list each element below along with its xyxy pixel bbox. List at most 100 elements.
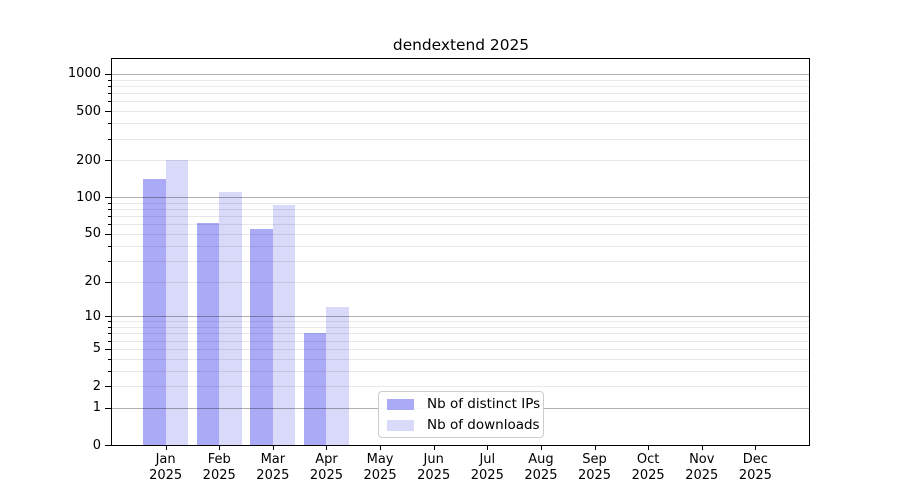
y-axis-tick-label: 500 [76,103,101,119]
y-axis-tick [105,160,111,162]
y-axis-tick-label: 2 [92,378,101,394]
bar-downloads-feb [219,191,242,445]
chart-title: dendextend 2025 [392,36,530,54]
y-axis-minor-tick [108,340,111,342]
y-axis-tick [105,233,111,235]
x-axis-tick-label: Feb 2025 [187,452,251,483]
y-axis-tick [105,197,111,199]
x-axis-tick-label: Aug 2025 [509,452,573,483]
legend-label: Nb of distinct IPs [427,396,541,412]
y-axis-minor-tick [108,101,111,103]
y-axis-tick-label: 200 [76,152,101,168]
y-axis-minor-tick [108,85,111,87]
legend-swatch-icon [387,419,414,431]
x-tick-year: 2025 [577,467,612,483]
y-axis-minor-tick [108,209,111,211]
x-tick-month: Apr [315,452,338,467]
x-axis-tick-label: Dec 2025 [723,452,787,483]
x-tick-month: Jul [479,452,496,467]
bar-distinct-ips-feb [196,222,220,445]
x-axis-tick-label: Jul 2025 [455,452,519,483]
y-axis-tick [105,348,111,350]
y-axis-minor-tick [108,93,111,95]
x-tick-month: Jan [155,452,176,467]
x-axis-tick-label: May 2025 [348,452,412,483]
y-axis-minor-tick [108,333,111,335]
x-axis-tick [701,446,703,450]
x-axis-tick-label: Nov 2025 [670,452,734,483]
y-axis-minor-tick [108,245,111,247]
x-axis-tick [594,446,596,450]
bar-distinct-ips-jan [143,179,166,445]
x-tick-month: Dec [742,452,768,467]
x-tick-year: 2025 [256,467,290,483]
x-tick-year: 2025 [149,467,183,483]
bar-distinct-ips-mar [250,228,273,445]
x-tick-month: Oct [636,452,660,467]
x-axis-tick [540,446,542,450]
x-tick-month: Mar [260,452,286,467]
x-axis-tick-label: Apr 2025 [294,452,358,483]
y-axis-tick [105,281,111,283]
bar-downloads-jan [165,160,188,445]
x-axis-tick [326,446,328,450]
y-axis-tick-label: 0 [92,437,101,453]
x-axis-tick [219,446,221,450]
x-tick-year: 2025 [524,467,558,483]
y-axis-tick [105,111,111,113]
y-axis-minor-tick [108,138,111,140]
y-axis-minor-tick [108,327,111,328]
y-axis-minor-tick [108,79,111,81]
x-axis-tick-label: Jan 2025 [134,452,198,483]
x-tick-year: 2025 [738,467,772,483]
y-axis-tick [105,316,111,318]
x-axis-tick [433,446,435,450]
x-axis-tick-label: Sep 2025 [563,452,627,483]
x-tick-year: 2025 [417,467,451,483]
x-tick-month: Aug [528,452,554,467]
y-axis-tick-label: 10 [84,308,101,324]
bar-distinct-ips-apr [304,333,327,445]
legend-entry: Nb of downloads [387,417,543,433]
y-axis-tick [105,73,111,75]
y-axis-minor-tick [108,224,111,226]
y-axis-tick-label: 1000 [67,66,101,82]
legend-swatch-icon [387,398,414,410]
y-axis-tick-label: 100 [76,189,101,205]
x-tick-year: 2025 [631,467,665,483]
x-axis-tick [380,446,382,450]
y-axis-tick-label: 5 [92,341,101,357]
x-tick-year: 2025 [470,467,504,483]
legend-entry: Nb of distinct IPs [387,396,543,412]
y-axis-minor-tick [108,260,111,262]
y-axis-minor-tick [108,123,111,125]
y-axis-tick [105,386,111,387]
x-tick-year: 2025 [309,467,343,483]
x-tick-month: Feb [207,452,231,467]
x-tick-month: Nov [689,452,715,467]
x-axis-tick [165,446,167,450]
y-axis-tick-label: 1 [92,400,101,416]
y-axis-minor-tick [108,202,111,204]
y-axis-minor-tick [108,358,111,360]
y-axis-tick-label: 50 [84,226,101,242]
x-tick-month: Sep [582,452,607,467]
x-tick-month: May [366,452,394,467]
x-axis-tick [755,446,757,450]
x-tick-year: 2025 [363,467,397,483]
x-axis-tick [272,446,274,450]
x-axis-tick-label: Jun 2025 [402,452,466,483]
legend-label: Nb of downloads [427,417,540,433]
y-axis-tick [105,407,111,409]
y-axis-minor-tick [108,321,111,323]
legend: Nb of distinct IPs Nb of downloads [378,391,544,438]
y-axis-tick-label: 20 [84,274,101,289]
x-axis-tick-label: Oct 2025 [616,452,680,483]
x-axis-tick-label: Mar 2025 [241,452,305,483]
x-axis-tick [487,446,489,450]
x-tick-year: 2025 [685,467,719,483]
y-axis-tick [105,445,111,446]
x-tick-year: 2025 [202,467,236,483]
bar-downloads-mar [272,204,296,445]
